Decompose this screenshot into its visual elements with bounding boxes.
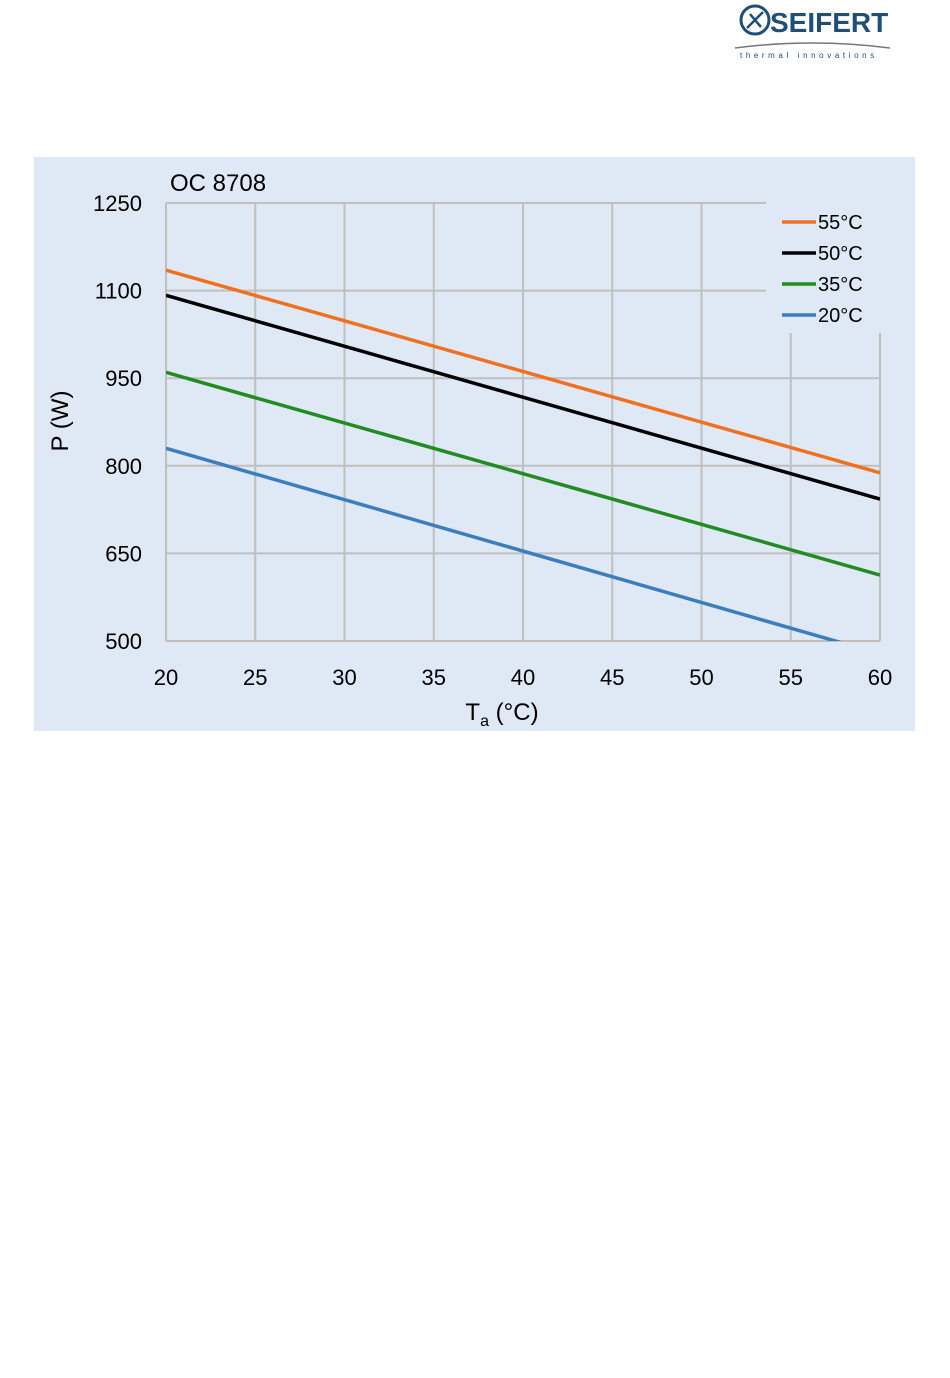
legend-label-3: 20°C <box>818 305 863 327</box>
x-axis-label-unit: (°C) <box>489 699 539 726</box>
chart-title: OC 8708 <box>170 170 266 197</box>
y-tick-label: 950 <box>105 366 142 391</box>
seifert-logo: SEIFERT thermal innovations <box>730 0 895 70</box>
x-tick-label: 60 <box>868 665 892 690</box>
series-lines <box>166 268 880 641</box>
y-tick-label: 800 <box>105 454 142 479</box>
x-axis-label-subscript: a <box>480 713 489 730</box>
x-tick-label: 55 <box>779 665 803 690</box>
legend: 55°C 50°C 35°C 20°C <box>782 212 863 327</box>
fan-icon <box>739 4 771 36</box>
x-tick-label: 25 <box>243 665 267 690</box>
x-tick-label: 45 <box>600 665 624 690</box>
x-axis-label: Ta (°C) <box>465 699 538 730</box>
logo-tagline: thermal innovations <box>740 51 878 60</box>
x-tick-label: 35 <box>422 665 446 690</box>
x-tick-label: 40 <box>511 665 535 690</box>
x-tick-label: 30 <box>332 665 356 690</box>
chart-panel: 500 650 800 950 1100 1250 20 25 30 35 40 45 50 55 60 O… <box>34 157 915 731</box>
series-line-2 <box>166 370 880 577</box>
y-tick-label: 650 <box>105 541 142 566</box>
logo-brand-text: SEIFERT <box>770 7 888 38</box>
x-axis-label-main: T <box>465 699 480 726</box>
logo-swoosh <box>734 42 891 49</box>
tick-labels: 500 650 800 950 1100 1250 20 25 30 35 40 45 50 55 60 <box>93 191 892 690</box>
legend-label-1: 50°C <box>818 243 863 265</box>
series-line-3 <box>166 446 842 641</box>
y-tick-label: 1250 <box>93 191 142 216</box>
x-tick-label: 20 <box>154 665 178 690</box>
x-tick-label: 50 <box>689 665 713 690</box>
seifert-logo-graphic: SEIFERT thermal innovations <box>734 4 891 60</box>
line-chart: 500 650 800 950 1100 1250 20 25 30 35 40 45 50 55 60 O… <box>47 170 892 730</box>
legend-label-2: 35°C <box>818 274 863 296</box>
y-tick-label: 500 <box>105 629 142 654</box>
series-line-1 <box>166 293 880 501</box>
series-line-0 <box>166 268 880 475</box>
legend-label-0: 55°C <box>818 212 863 234</box>
y-tick-label: 1100 <box>95 279 142 304</box>
y-axis-label: P (W) <box>47 391 74 452</box>
